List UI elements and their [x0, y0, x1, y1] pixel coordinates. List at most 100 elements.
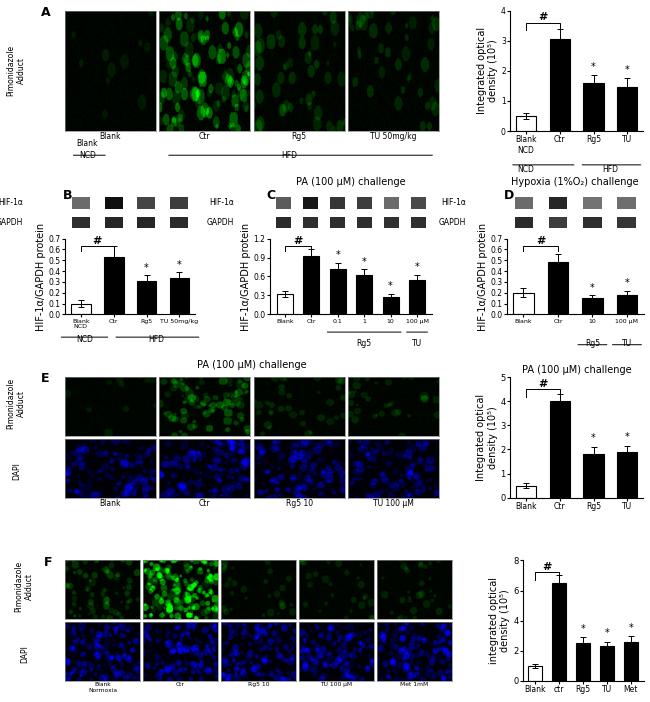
Text: #: # — [294, 236, 303, 246]
Bar — [617, 197, 636, 208]
Text: *: * — [625, 278, 629, 289]
Bar — [584, 454, 604, 498]
Bar — [105, 217, 123, 228]
Text: E: E — [41, 372, 49, 385]
Text: Hypoxia (1%O₂) challenge: Hypoxia (1%O₂) challenge — [512, 177, 639, 187]
X-axis label: Rg5 10: Rg5 10 — [248, 682, 269, 687]
Bar — [617, 217, 636, 228]
Text: NCD: NCD — [79, 151, 96, 159]
Y-axis label: HIF-1α/GAPDH protein: HIF-1α/GAPDH protein — [240, 223, 250, 331]
Bar — [528, 666, 543, 681]
Bar — [515, 197, 533, 208]
Text: *: * — [604, 628, 609, 638]
Bar — [384, 197, 399, 208]
Text: TU: TU — [622, 339, 632, 348]
Text: Rg5: Rg5 — [585, 339, 600, 348]
Title: PA (100 μM) challenge: PA (100 μM) challenge — [522, 365, 632, 375]
Bar — [550, 39, 570, 131]
Text: TU: TU — [412, 339, 422, 348]
Text: D: D — [504, 189, 514, 202]
Bar — [303, 217, 318, 228]
Y-axis label: HIF-1α/GAPDH protein: HIF-1α/GAPDH protein — [36, 223, 46, 331]
X-axis label: Ctr: Ctr — [199, 499, 211, 508]
Text: Pimonidazole
Adduct: Pimonidazole Adduct — [15, 562, 34, 612]
X-axis label: TU 100 μM: TU 100 μM — [320, 682, 352, 687]
X-axis label: TU 50mg/kg: TU 50mg/kg — [370, 133, 417, 142]
Bar — [277, 294, 293, 314]
Bar — [303, 197, 318, 208]
Text: GAPDH: GAPDH — [0, 218, 23, 227]
Text: #: # — [538, 378, 548, 388]
Text: NCD: NCD — [517, 165, 534, 174]
Text: *: * — [629, 623, 633, 633]
X-axis label: Ctr: Ctr — [176, 682, 185, 687]
Text: *: * — [592, 433, 596, 444]
X-axis label: Rg5: Rg5 — [292, 133, 307, 142]
Y-axis label: HIF-1α/GAPDH protein: HIF-1α/GAPDH protein — [478, 223, 488, 331]
Text: GAPDH: GAPDH — [439, 218, 466, 227]
Bar — [276, 197, 291, 208]
Text: *: * — [144, 263, 149, 273]
Bar — [137, 197, 155, 208]
Text: *: * — [590, 283, 595, 293]
Text: PA (100 μM) challenge: PA (100 μM) challenge — [296, 177, 406, 187]
Bar — [330, 197, 345, 208]
Bar — [513, 293, 534, 314]
Text: *: * — [592, 62, 596, 72]
Bar — [104, 257, 124, 314]
Bar — [549, 217, 567, 228]
Bar — [170, 197, 188, 208]
Bar — [515, 217, 533, 228]
Bar — [384, 217, 399, 228]
Text: DAPI: DAPI — [12, 462, 21, 480]
Bar — [72, 217, 90, 228]
Bar — [600, 647, 614, 681]
Y-axis label: Integrated optical
density (10⁵): Integrated optical density (10⁵) — [476, 27, 498, 114]
Text: DAPI: DAPI — [20, 645, 29, 663]
Text: *: * — [388, 282, 393, 291]
Bar — [304, 256, 319, 314]
Bar — [549, 197, 567, 208]
X-axis label: Met 1mM: Met 1mM — [400, 682, 428, 687]
Text: C: C — [266, 189, 276, 202]
Bar — [618, 87, 638, 131]
Text: Rg5: Rg5 — [357, 339, 372, 348]
X-axis label: Ctr: Ctr — [199, 133, 211, 142]
Text: HFD: HFD — [148, 336, 164, 345]
Bar — [617, 295, 637, 314]
Text: *: * — [415, 263, 419, 272]
X-axis label: Rg5 10: Rg5 10 — [285, 499, 313, 508]
Text: #: # — [536, 236, 545, 246]
Bar — [136, 281, 157, 314]
Text: #: # — [538, 12, 548, 22]
Bar — [411, 217, 426, 228]
Bar — [276, 217, 291, 228]
Bar — [137, 217, 155, 228]
Bar — [170, 217, 188, 228]
Bar — [516, 116, 536, 131]
X-axis label: Blank: Blank — [99, 133, 121, 142]
Text: A: A — [41, 6, 50, 19]
Bar — [357, 197, 372, 208]
Text: *: * — [335, 251, 340, 260]
Text: #: # — [92, 236, 102, 246]
Bar — [582, 298, 603, 314]
Bar — [409, 279, 425, 314]
X-axis label: Blank
Normoxia: Blank Normoxia — [88, 682, 117, 693]
Text: #: # — [543, 562, 552, 572]
Text: *: * — [580, 623, 586, 634]
Bar — [71, 303, 90, 314]
Bar — [357, 217, 372, 228]
Bar — [72, 197, 90, 208]
Text: Pimonidazole
Adduct: Pimonidazole Adduct — [6, 45, 26, 96]
Bar — [624, 642, 638, 681]
Text: *: * — [625, 65, 630, 74]
Text: Blank: Blank — [77, 138, 98, 147]
Bar — [411, 197, 426, 208]
Text: *: * — [362, 257, 367, 267]
Text: NCD: NCD — [76, 336, 93, 345]
Bar — [170, 277, 189, 314]
Bar — [383, 297, 398, 314]
Text: F: F — [44, 555, 52, 569]
Bar — [584, 83, 604, 131]
